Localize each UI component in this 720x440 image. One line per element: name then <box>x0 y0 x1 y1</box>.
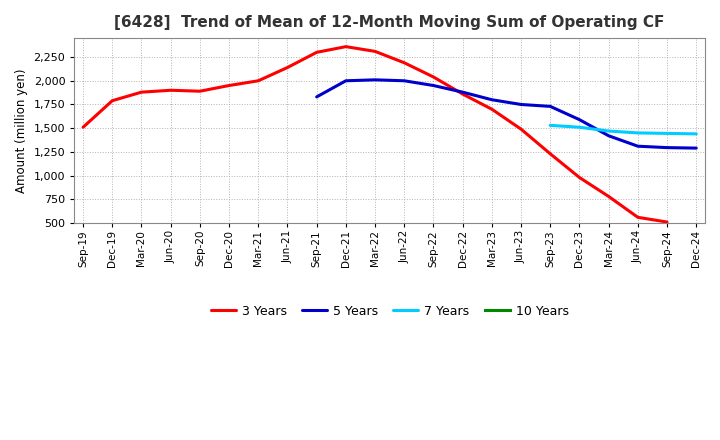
3 Years <box>662 220 671 225</box>
Line: 7 Years: 7 Years <box>550 125 696 134</box>
3 Years <box>604 194 613 199</box>
3 Years <box>138 89 146 95</box>
5 Years <box>546 104 554 109</box>
3 Years <box>341 44 350 49</box>
5 Years <box>662 145 671 150</box>
3 Years <box>225 83 233 88</box>
3 Years <box>312 50 321 55</box>
Title: [6428]  Trend of Mean of 12-Month Moving Sum of Operating CF: [6428] Trend of Mean of 12-Month Moving … <box>114 15 665 30</box>
3 Years <box>254 78 263 84</box>
5 Years <box>429 83 438 88</box>
3 Years <box>517 126 526 132</box>
7 Years <box>662 131 671 136</box>
5 Years <box>341 78 350 84</box>
5 Years <box>692 146 701 151</box>
5 Years <box>459 89 467 95</box>
5 Years <box>517 102 526 107</box>
3 Years <box>166 88 175 93</box>
3 Years <box>108 98 117 103</box>
5 Years <box>312 94 321 99</box>
5 Years <box>371 77 379 82</box>
5 Years <box>575 117 584 122</box>
3 Years <box>459 92 467 97</box>
3 Years <box>487 106 496 112</box>
3 Years <box>429 74 438 80</box>
Legend: 3 Years, 5 Years, 7 Years, 10 Years: 3 Years, 5 Years, 7 Years, 10 Years <box>205 300 574 323</box>
3 Years <box>371 49 379 54</box>
5 Years <box>400 78 408 84</box>
Line: 3 Years: 3 Years <box>83 47 667 222</box>
3 Years <box>283 65 292 70</box>
5 Years <box>634 143 642 149</box>
3 Years <box>78 125 87 130</box>
Line: 5 Years: 5 Years <box>317 80 696 148</box>
7 Years <box>692 131 701 136</box>
Y-axis label: Amount (million yen): Amount (million yen) <box>15 68 28 193</box>
5 Years <box>487 97 496 103</box>
3 Years <box>575 175 584 180</box>
3 Years <box>400 60 408 66</box>
7 Years <box>634 130 642 136</box>
3 Years <box>546 151 554 157</box>
7 Years <box>604 128 613 134</box>
7 Years <box>575 125 584 130</box>
5 Years <box>604 133 613 139</box>
3 Years <box>634 215 642 220</box>
3 Years <box>196 88 204 94</box>
7 Years <box>546 123 554 128</box>
